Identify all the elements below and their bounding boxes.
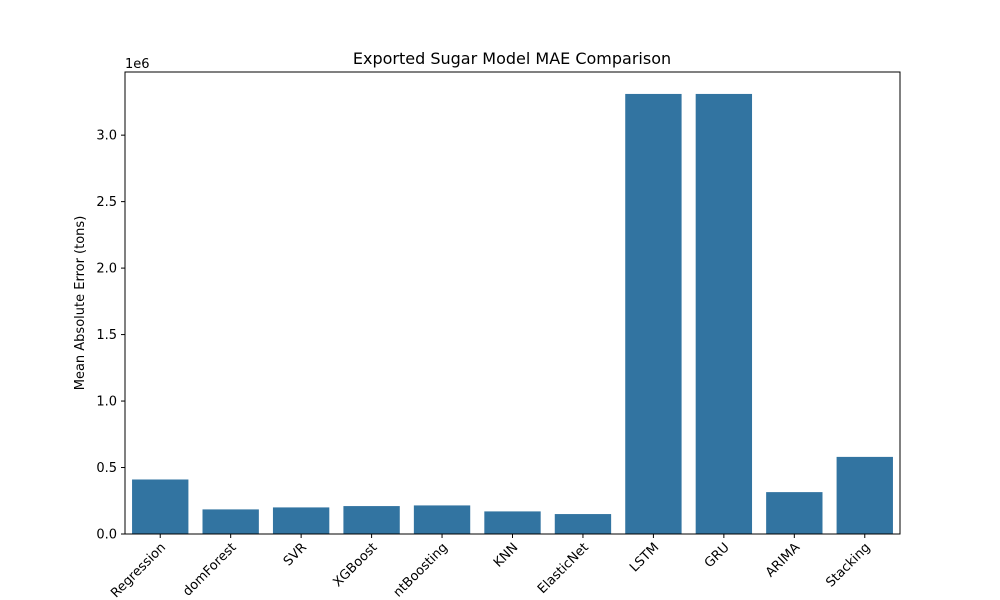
y-axis-label: Mean Absolute Error (tons) bbox=[73, 216, 88, 391]
bar-0 bbox=[132, 479, 189, 534]
y-tick-label-5: 2.5 bbox=[96, 195, 117, 210]
bar-9 bbox=[766, 492, 823, 534]
bar-5 bbox=[484, 511, 541, 534]
bar-1 bbox=[202, 509, 259, 534]
y-tick-label-4: 2.0 bbox=[96, 262, 117, 277]
bar-8 bbox=[695, 93, 753, 534]
y-tick-label-2: 1.0 bbox=[96, 395, 117, 410]
bar-7 bbox=[625, 93, 682, 534]
y-tick-label-6: 3.0 bbox=[96, 129, 117, 144]
y-axis: 0.0 0.5 1.0 1.5 2.0 2.5 3.0 bbox=[96, 129, 125, 543]
y-axis-offset-label: 1e6 bbox=[125, 57, 150, 72]
x-tick-label-1: domForest bbox=[180, 540, 239, 599]
x-tick-label-5: KNN bbox=[491, 540, 521, 570]
x-tick-label-9: ARIMA bbox=[763, 540, 803, 580]
plot-frame bbox=[124, 71, 901, 535]
x-tick-label-10: Stacking bbox=[823, 540, 873, 590]
y-tick-label-3: 1.5 bbox=[96, 328, 117, 343]
x-axis: Regression domForest SVR XGBoost ntBoosting K… bbox=[108, 534, 874, 600]
x-tick-label-2: SVR bbox=[281, 540, 310, 569]
bar-3 bbox=[343, 506, 400, 534]
x-tick-label-0: Regression bbox=[108, 540, 169, 600]
y-tick-label-0: 0.0 bbox=[96, 528, 117, 543]
x-tick-label-4: ntBoosting bbox=[391, 540, 451, 600]
bar-6 bbox=[554, 514, 612, 534]
x-tick-label-8: GRU bbox=[702, 540, 733, 571]
bar-10 bbox=[836, 456, 893, 534]
y-tick-label-1: 0.5 bbox=[96, 461, 117, 476]
bar-4 bbox=[413, 505, 471, 534]
x-tick-label-6: ElasticNet bbox=[535, 540, 592, 597]
bar-2 bbox=[272, 507, 330, 534]
x-tick-label-3: XGBoost bbox=[330, 540, 380, 590]
chart-title: Exported Sugar Model MAE Comparison bbox=[353, 49, 671, 68]
bars-group bbox=[132, 93, 893, 534]
x-tick-label-7: LSTM bbox=[627, 540, 662, 575]
